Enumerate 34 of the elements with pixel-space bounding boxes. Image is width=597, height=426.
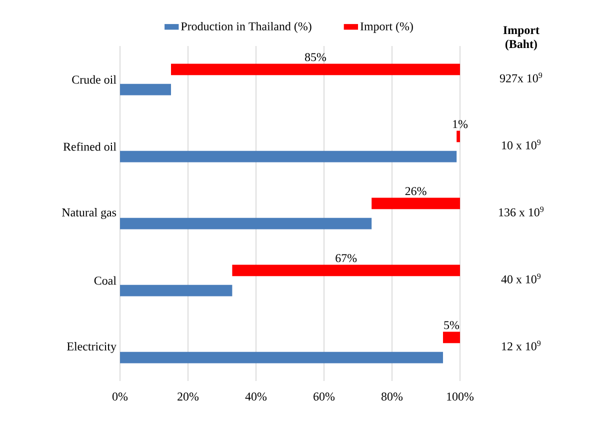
x-tick-label: 20% (178, 392, 199, 401)
y-tick-label: Natural gas (62, 208, 116, 219)
legend-label: Import (%) (360, 22, 413, 33)
data-label: 26% (405, 187, 426, 196)
data-label: 1% (453, 120, 468, 128)
bar (120, 284, 232, 296)
bar (456, 130, 460, 142)
x-tick-label: 60% (314, 392, 335, 401)
text: 136 x 10$^{9}$ (499, 206, 544, 216)
text: 40 x 10$^{9}$ (501, 274, 541, 284)
text: 12 x 10$^{9}$ (502, 340, 541, 350)
text: Import (Baht) (503, 26, 540, 51)
y-tick-label: Crude oil (72, 75, 116, 84)
bar (120, 352, 444, 364)
bar (232, 264, 460, 276)
bar (120, 218, 372, 230)
bar (120, 84, 171, 96)
text: 927x 10$^{9}$ (500, 72, 542, 82)
data-label: 85% (305, 53, 326, 62)
bar (372, 198, 460, 210)
x-tick-label: 80% (382, 392, 403, 401)
text: 10 x 10$^{9}$ (502, 140, 541, 150)
legend-label: Production in Thailand (%) (181, 22, 312, 33)
x-tick-label: 100% (447, 392, 474, 401)
bar (120, 150, 457, 162)
data-label: 67% (336, 254, 357, 262)
x-tick-label: 0% (112, 392, 128, 401)
bar (443, 332, 460, 344)
data-label: 5% (444, 321, 460, 330)
bar (171, 64, 460, 76)
y-tick-label: Coal (94, 276, 116, 285)
y-tick-label: Electricity (67, 342, 116, 353)
x-tick-label: 40% (245, 392, 267, 401)
y-tick-label: Refined oil (63, 142, 116, 151)
